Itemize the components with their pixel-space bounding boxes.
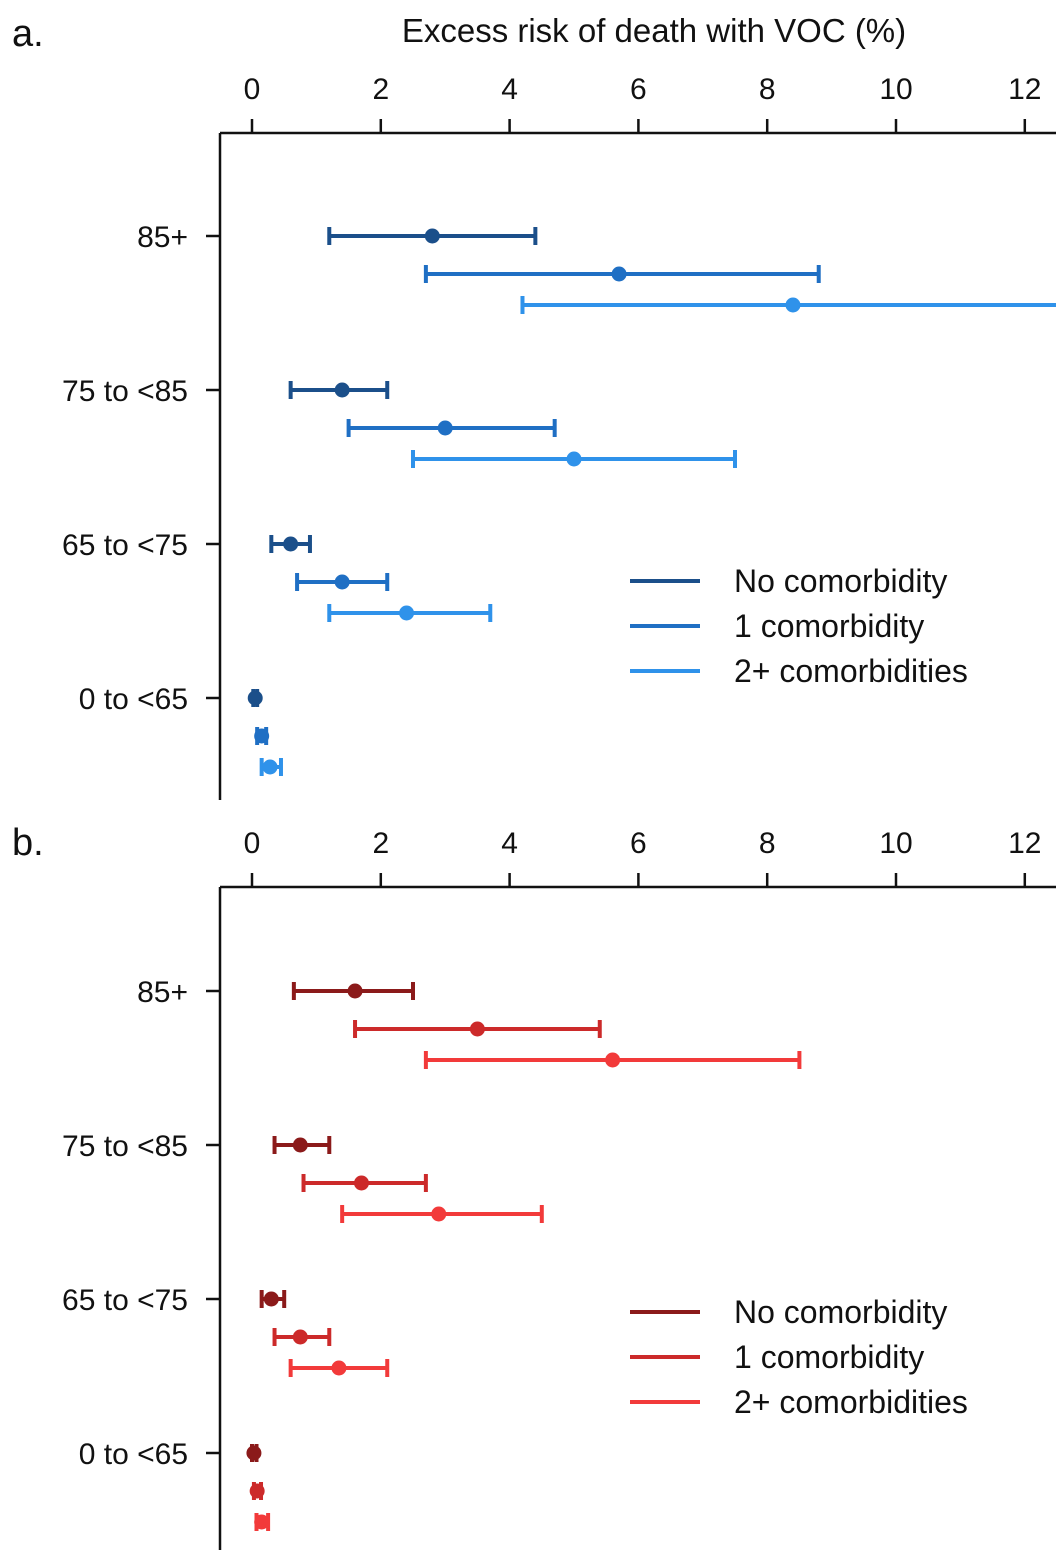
legend-label: No comorbidity [734,563,947,599]
panel-a: a. Excess risk of death with VOC (%) 0 2 4… [12,12,1056,800]
point-estimate [611,266,627,282]
error-bar [520,296,1056,314]
error-bar [340,1205,544,1223]
error-bar [423,1051,802,1069]
panel-b-category-axis: 85+ 75 to <85 65 to <75 0 to <65 [62,976,220,1471]
panel-a-x-axis: 0 2 4 6 8 10 12 [220,73,1056,135]
x-tick-label: 10 [879,827,912,860]
point-estimate [246,1445,262,1461]
point-estimate [566,451,582,467]
legend-label: 1 comorbidity [734,1339,924,1375]
error-bar [246,1444,262,1462]
category-label: 0 to <65 [79,1438,188,1471]
error-bar [295,573,390,591]
point-estimate [292,1137,308,1153]
category-label: 65 to <75 [62,529,188,562]
category-label: 65 to <75 [62,1284,188,1317]
x-tick-label: 2 [372,827,389,860]
point-estimate [331,1360,347,1376]
point-estimate [431,1206,447,1222]
panel-b: b. 0 2 4 6 8 10 12 85+ 75 to <85 65 to <75 0 to <… [12,822,1056,1550]
point-estimate [399,605,415,621]
point-estimate [292,1329,308,1345]
point-estimate [247,690,263,706]
category-label: 75 to <85 [62,375,188,408]
legend-label: 2+ comorbidities [734,653,968,689]
error-bar [291,982,415,1000]
point-estimate [254,728,270,744]
point-estimate [353,1175,369,1191]
panel-a-legend: No comorbidity 1 comorbidity 2+ comorbidit… [630,563,968,689]
x-tick-label: 12 [1008,73,1041,106]
legend-label: No comorbidity [734,1294,947,1330]
category-label: 85+ [137,976,188,1009]
panel-a-error-bars [247,227,1056,776]
point-estimate [347,983,363,999]
point-estimate [249,1483,265,1499]
category-label: 75 to <85 [62,1130,188,1163]
category-label: 85+ [137,221,188,254]
point-estimate [254,1514,270,1530]
point-estimate [263,1291,279,1307]
error-bar [269,535,312,553]
point-estimate [334,382,350,398]
point-estimate [437,420,453,436]
point-estimate [605,1052,621,1068]
point-estimate [262,759,278,775]
x-tick-label: 0 [244,73,261,106]
point-estimate [469,1021,485,1037]
x-tick-label: 8 [759,827,776,860]
error-bar [327,227,538,245]
legend-label: 1 comorbidity [734,608,924,644]
x-tick-label: 6 [630,73,647,106]
x-tick-label: 2 [372,73,389,106]
x-tick-label: 6 [630,827,647,860]
panel-b-label: b. [12,822,44,864]
legend-label: 2+ comorbidities [734,1384,968,1420]
error-bar [288,1359,390,1377]
error-bar [254,727,270,745]
error-bar [249,1482,265,1500]
error-bar [327,604,493,622]
point-estimate [283,536,299,552]
error-bar [272,1136,332,1154]
panel-b-x-axis: 0 2 4 6 8 10 12 [220,827,1056,889]
error-bar [272,1328,332,1346]
panel-a-label: a. [12,13,44,55]
x-tick-label: 0 [244,827,261,860]
point-estimate [424,228,440,244]
error-bar [301,1174,428,1192]
category-label: 0 to <65 [79,683,188,716]
x-tick-label: 4 [501,73,518,106]
error-bar [411,450,737,468]
point-estimate [334,574,350,590]
x-axis-title: Excess risk of death with VOC (%) [402,12,906,49]
error-bar [353,1020,602,1038]
error-bar [254,1513,271,1531]
x-tick-label: 10 [879,73,912,106]
x-tick-label: 8 [759,73,776,106]
panel-b-error-bars [246,982,802,1531]
error-bar [259,1290,287,1308]
panel-a-category-axis: 85+ 75 to <85 65 to <75 0 to <65 [62,221,220,716]
error-bar [259,758,283,776]
error-bar [247,689,263,707]
error-bar [288,381,390,399]
point-estimate [785,297,801,313]
error-bar [346,419,557,437]
error-bar [423,265,821,283]
x-tick-label: 4 [501,827,518,860]
x-tick-label: 12 [1008,827,1041,860]
panel-b-legend: No comorbidity 1 comorbidity 2+ comorbidit… [630,1294,968,1420]
